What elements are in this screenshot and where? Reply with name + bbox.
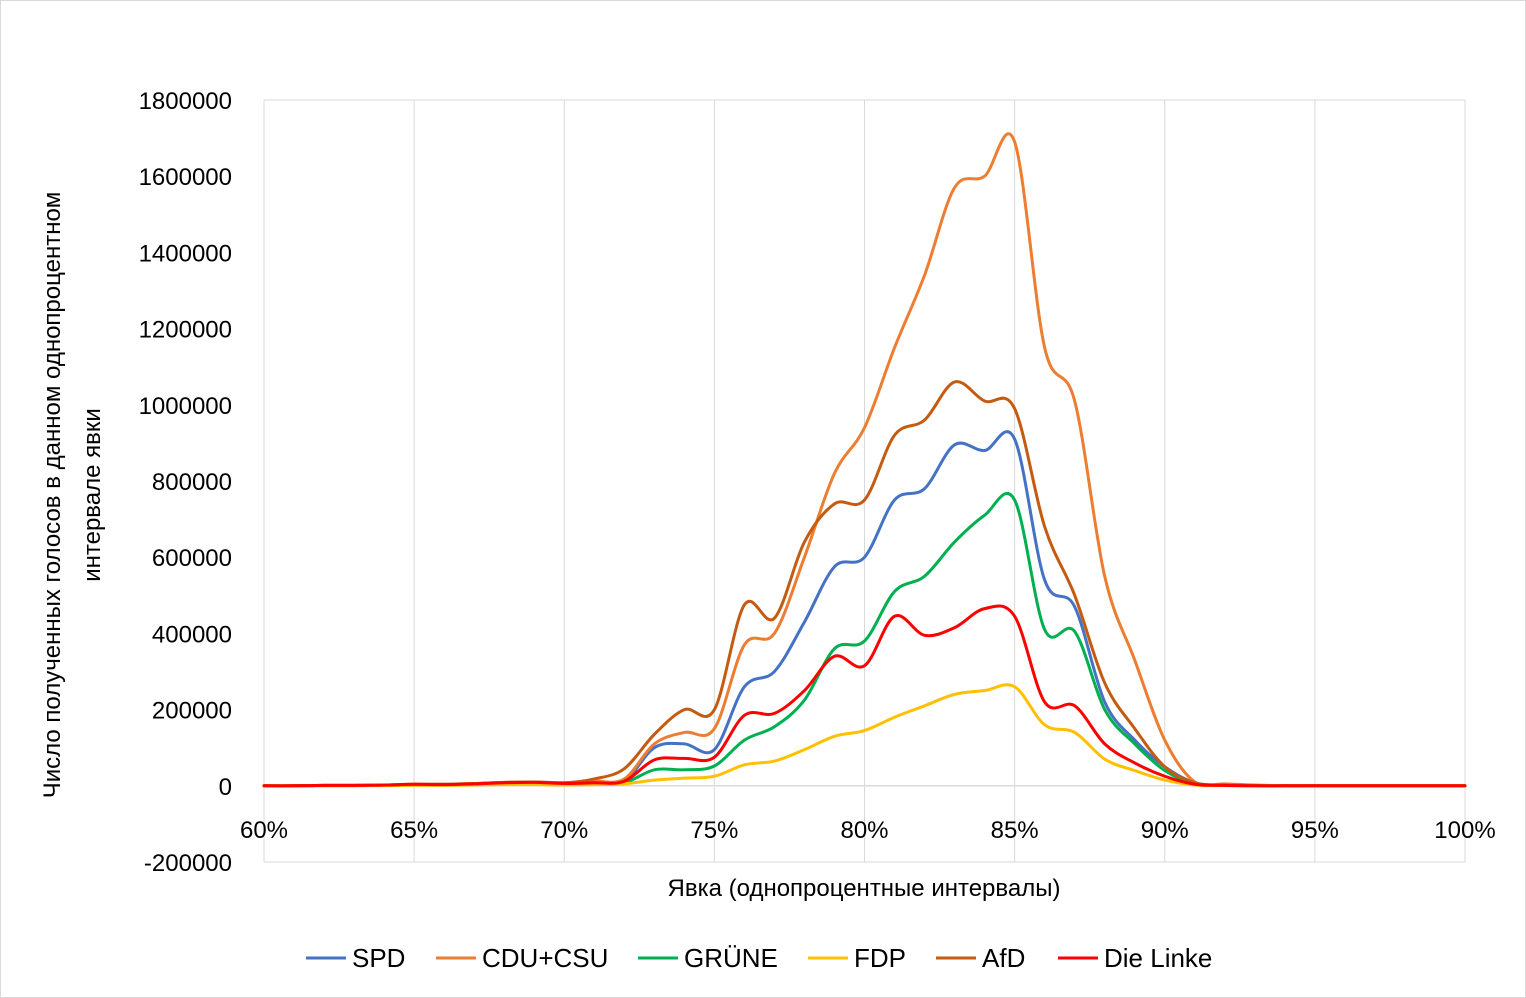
- y-tick-label: 1400000: [139, 240, 232, 267]
- y-tick-label: 1600000: [139, 164, 232, 191]
- y-tick-label: 800000: [152, 469, 232, 496]
- x-tick-label: 90%: [1141, 817, 1189, 844]
- y-tick-label: 1200000: [139, 317, 232, 344]
- y-tick-label: 1800000: [139, 88, 232, 115]
- y-tick-label: 400000: [152, 621, 232, 648]
- x-tick-label: 85%: [991, 817, 1039, 844]
- legend-label: CDU+CSU: [482, 943, 608, 973]
- x-tick-label: 65%: [390, 817, 438, 844]
- x-tick-label: 75%: [690, 817, 738, 844]
- gridlines: [263, 99, 1466, 863]
- x-tick-label: 100%: [1434, 817, 1495, 844]
- y-tick-label: 0: [219, 774, 232, 801]
- legend-item-die-linke: Die Linke: [1058, 943, 1212, 973]
- legend-label: GRÜNE: [684, 943, 778, 973]
- x-tick-label: 60%: [240, 817, 288, 844]
- legend-label: FDP: [854, 943, 906, 973]
- legend-item-spd: SPD: [306, 943, 405, 973]
- series-lines: [262, 132, 1467, 788]
- legend-label: SPD: [352, 943, 405, 973]
- x-tick-label: 95%: [1291, 817, 1339, 844]
- y-tick-label: 1000000: [139, 393, 232, 420]
- legend-item-fdp: FDP: [808, 943, 906, 973]
- tick-labels: 60% 65% 70% 75% 80% 85% 90% 95% 100% -200000 0 2000…: [139, 88, 1496, 877]
- y-axis-title: Число полученных голосов в данном однопр…: [39, 192, 106, 799]
- legend-label: Die Linke: [1104, 943, 1212, 973]
- x-axis-title: Явка (однопроцентные интервалы): [668, 875, 1061, 902]
- legend-item-afd: AfD: [936, 943, 1025, 973]
- x-tick-label: 80%: [840, 817, 888, 844]
- x-tick-label: 70%: [540, 817, 588, 844]
- legend-item-gr-ne: GRÜNE: [638, 943, 778, 973]
- y-tick-label: 200000: [152, 698, 232, 725]
- series-line-die-linke: [262, 604, 1467, 788]
- y-tick-label: -200000: [144, 850, 232, 877]
- legend: SPD CDU+CSU GRÜNE FDP AfD Die Linke: [306, 943, 1212, 973]
- y-tick-label: 600000: [152, 545, 232, 572]
- legend-label: AfD: [982, 943, 1025, 973]
- y-axis-title-line-1: Число полученных голосов в данном однопр…: [39, 192, 66, 799]
- y-axis-title-line-2: интервале явки: [79, 408, 106, 582]
- legend-item-cdu-csu: CDU+CSU: [436, 943, 608, 973]
